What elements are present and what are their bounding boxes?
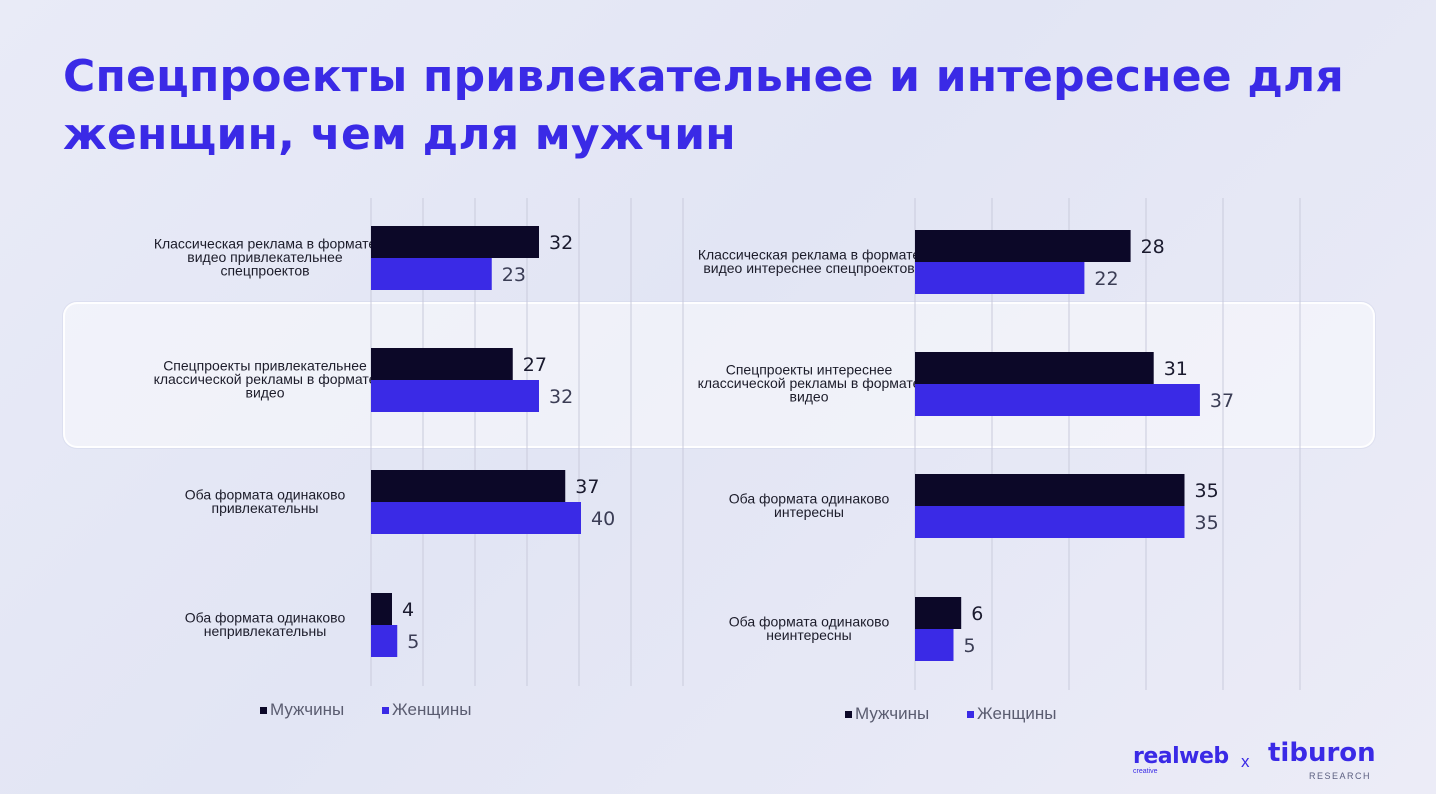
realweb-logo: realweb bbox=[1133, 744, 1229, 769]
category-label: Спецпроекты привлекательнее классической … bbox=[154, 358, 377, 401]
category-label: Оба формата одинаково привлекательны bbox=[185, 486, 346, 516]
category-label: Оба формата одинаково интересны bbox=[729, 490, 890, 520]
data-label: 35 bbox=[1195, 480, 1219, 502]
legend-label: Мужчины bbox=[855, 704, 929, 723]
legend-swatch bbox=[382, 707, 389, 714]
bar-men bbox=[915, 352, 1154, 384]
category-label: Классическая реклама в формате видео инте… bbox=[698, 246, 921, 276]
tiburon-sub-logo: RESEARCH bbox=[1309, 771, 1372, 781]
data-label: 40 bbox=[591, 508, 615, 530]
chart-2: Классическая реклама в формате видео инте… bbox=[698, 198, 1301, 723]
highlight-band bbox=[63, 302, 1375, 448]
data-label: 22 bbox=[1094, 268, 1118, 290]
category-label: Оба формата одинаково непривлекательны bbox=[185, 609, 346, 639]
data-label: 6 bbox=[971, 603, 983, 625]
data-label: 32 bbox=[549, 232, 573, 254]
bar-women bbox=[915, 629, 954, 661]
data-label: 28 bbox=[1141, 236, 1165, 258]
bar-men bbox=[371, 470, 566, 502]
legend-swatch bbox=[967, 711, 974, 718]
bar-women bbox=[915, 262, 1085, 294]
legend-swatch bbox=[845, 711, 852, 718]
category-label: Спецпроекты интереснее классической рекла… bbox=[698, 362, 921, 405]
legend-label: Мужчины bbox=[270, 700, 344, 719]
data-label: 37 bbox=[575, 476, 599, 498]
bar-men bbox=[371, 226, 539, 258]
data-label: 37 bbox=[1210, 390, 1234, 412]
bar-men bbox=[915, 474, 1185, 506]
page-title: Спецпроекты привлекательнее и интереснее… bbox=[63, 51, 1344, 160]
data-label: 4 bbox=[402, 599, 414, 621]
realweb-sub-logo: creative bbox=[1133, 768, 1158, 775]
legend-swatch bbox=[260, 707, 267, 714]
tiburon-logo: tiburon bbox=[1268, 738, 1376, 768]
category-label: Классическая реклама в формате видео прив… bbox=[154, 236, 377, 279]
bar-women bbox=[915, 384, 1200, 416]
bar-women bbox=[915, 506, 1185, 538]
bar-women bbox=[371, 380, 539, 412]
legend-label: Женщины bbox=[392, 700, 471, 719]
bar-men bbox=[371, 348, 513, 380]
data-label: 35 bbox=[1195, 512, 1219, 534]
bar-men bbox=[915, 230, 1131, 262]
bar-women bbox=[371, 625, 398, 657]
bar-men bbox=[371, 593, 392, 625]
data-label: 5 bbox=[964, 635, 976, 657]
bar-women bbox=[371, 258, 492, 290]
data-label: 23 bbox=[502, 264, 526, 286]
bar-men bbox=[915, 597, 962, 629]
logo-separator: x bbox=[1241, 752, 1250, 771]
legend-label: Женщины bbox=[977, 704, 1056, 723]
data-label: 32 bbox=[549, 386, 573, 408]
data-label: 5 bbox=[407, 631, 419, 653]
chart-1: Классическая реклама в формате видео прив… bbox=[154, 198, 684, 719]
category-label: Оба формата одинаково неинтересны bbox=[729, 613, 890, 643]
bar-women bbox=[371, 502, 581, 534]
data-label: 27 bbox=[523, 354, 547, 376]
data-label: 31 bbox=[1164, 358, 1188, 380]
